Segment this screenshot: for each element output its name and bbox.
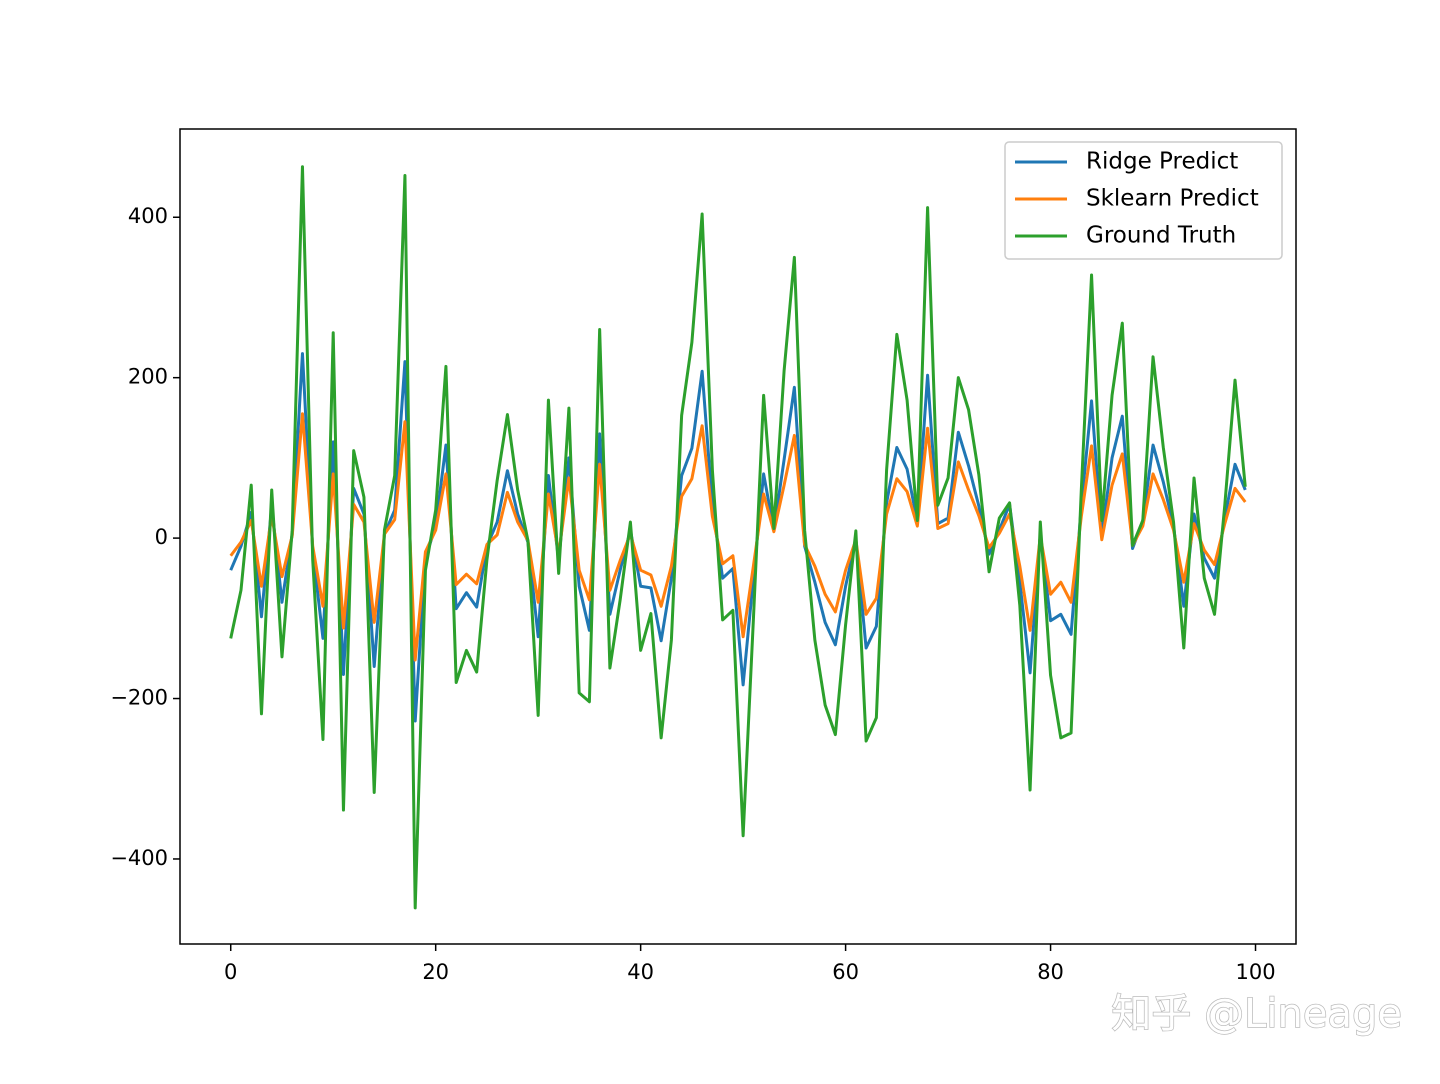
- y-tick-label: 0: [155, 525, 168, 549]
- x-tick-label: 60: [832, 960, 859, 984]
- legend-label: Sklearn Predict: [1086, 186, 1259, 212]
- legend-box: [1004, 141, 1283, 260]
- series-line: [229, 412, 1247, 662]
- y-tick-label: 200: [128, 365, 168, 389]
- legend-label: Ridge Predict: [1086, 149, 1238, 175]
- x-tick-label: 100: [1235, 960, 1275, 984]
- x-tick-label: 40: [627, 960, 654, 984]
- y-tick-label: −400: [110, 846, 168, 870]
- series-line: [229, 165, 1247, 910]
- plot-frame: [179, 128, 1297, 945]
- y-tick-label: 400: [128, 204, 168, 228]
- watermark: 知乎 @Lineage: [1111, 991, 1402, 1037]
- y-tick-label: −200: [110, 686, 168, 710]
- x-tick-label: 0: [224, 960, 237, 984]
- x-tick-label: 20: [422, 960, 449, 984]
- x-tick-label: 80: [1037, 960, 1064, 984]
- legend-label: Ground Truth: [1086, 223, 1236, 249]
